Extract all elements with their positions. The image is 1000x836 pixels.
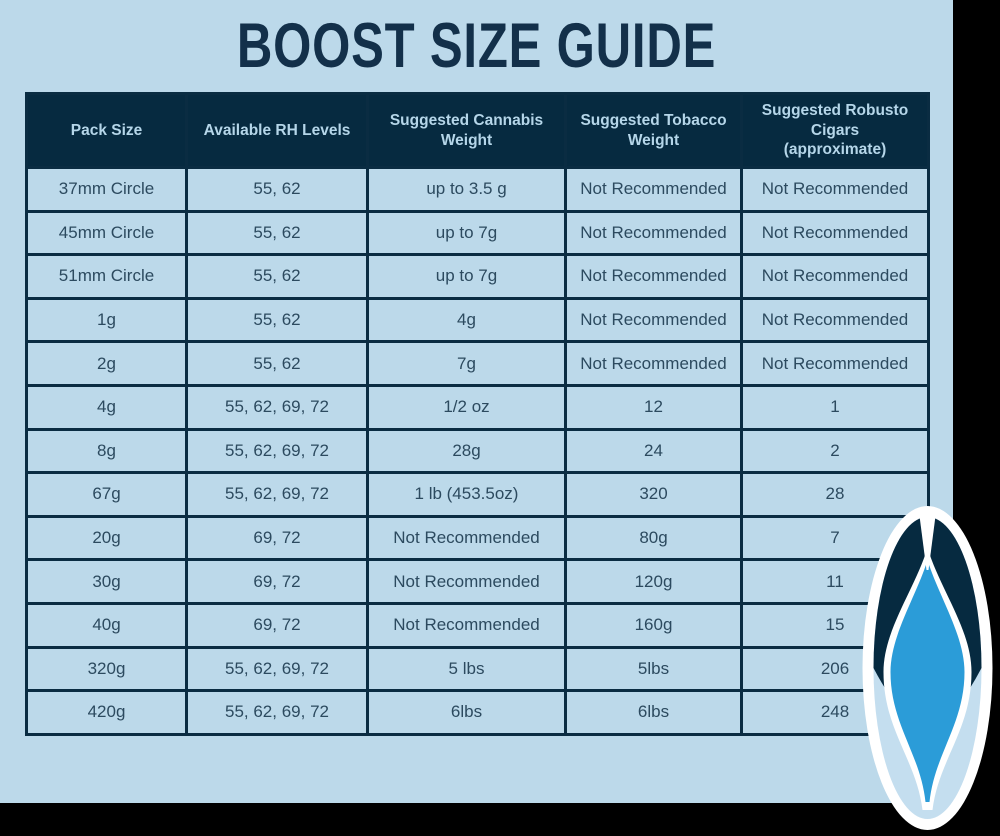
- table-cell: 20g: [25, 514, 188, 562]
- table-cell: 55, 62: [185, 166, 369, 213]
- table-cell: 4g: [25, 383, 188, 431]
- table-cell: Not Recommended: [740, 166, 930, 213]
- table-cell: 55, 62, 69, 72: [185, 689, 369, 736]
- table-cell: Not Recommended: [366, 514, 567, 562]
- table-cell: 40g: [25, 601, 188, 649]
- table-row: 20g 69, 72 Not Recommended 80g 7: [25, 514, 930, 562]
- table-cell: 67g: [25, 471, 188, 518]
- table-cell: up to 7g: [366, 253, 567, 300]
- table-cell: 55, 62: [185, 253, 369, 300]
- table-cell: Not Recommended: [366, 601, 567, 649]
- table-cell: 55, 62: [185, 296, 369, 344]
- table-cell: 320g: [25, 645, 188, 693]
- table-cell: Not Recommended: [740, 296, 930, 344]
- table-cell: 2g: [25, 340, 188, 387]
- table-cell: 30g: [25, 558, 188, 605]
- table-row: 30g 69, 72 Not Recommended 120g 11: [25, 558, 930, 605]
- table-body: 37mm Circle 55, 62 up to 3.5 g Not Recommen…: [25, 166, 930, 736]
- table-cell: Not Recommended: [564, 209, 743, 257]
- size-guide-table: Pack Size Available RH Levels Suggested Ca…: [25, 92, 930, 736]
- table-cell: up to 3.5 g: [366, 166, 567, 213]
- table-cell: 55, 62, 69, 72: [185, 383, 369, 431]
- table-cell: 6lbs: [564, 689, 743, 736]
- table-row: 51mm Circle 55, 62 up to 7g Not Recommended…: [25, 253, 930, 300]
- table-row: 4g 55, 62, 69, 72 1/2 oz 12 1: [25, 383, 930, 431]
- boost-flame-logo: [862, 506, 993, 830]
- table-cell: 55, 62, 69, 72: [185, 427, 369, 475]
- table-cell: 120g: [564, 558, 743, 605]
- table-cell: 1g: [25, 296, 188, 344]
- table-row: 45mm Circle 55, 62 up to 7g Not Recommended…: [25, 209, 930, 257]
- table-cell: 1/2 oz: [366, 383, 567, 431]
- table-cell: 160g: [564, 601, 743, 649]
- table-row: 37mm Circle 55, 62 up to 3.5 g Not Recommen…: [25, 166, 930, 213]
- table-cell: Not Recommended: [740, 209, 930, 257]
- table-cell: Not Recommended: [740, 253, 930, 300]
- table-row: 40g 69, 72 Not Recommended 160g 15: [25, 601, 930, 649]
- table-cell: 8g: [25, 427, 188, 475]
- column-header: Suggested Cannabis Weight: [366, 92, 567, 169]
- table-cell: Not Recommended: [366, 558, 567, 605]
- column-header: Suggested Robusto Cigars (approximate): [740, 92, 930, 169]
- table-cell: 55, 62, 69, 72: [185, 471, 369, 518]
- table-cell: 4g: [366, 296, 567, 344]
- column-header: Suggested Tobacco Weight: [564, 92, 743, 169]
- table-cell: 37mm Circle: [25, 166, 188, 213]
- page-title: BOOST SIZE GUIDE: [236, 11, 717, 81]
- table-row: 420g 55, 62, 69, 72 6lbs 6lbs 248: [25, 689, 930, 736]
- table-row: 1g 55, 62 4g Not Recommended Not Recommended: [25, 296, 930, 344]
- table-row: 67g 55, 62, 69, 72 1 lb (453.5oz) 320 28: [25, 471, 930, 518]
- table-row: 8g 55, 62, 69, 72 28g 24 2: [25, 427, 930, 475]
- table-cell: 320: [564, 471, 743, 518]
- table-cell: Not Recommended: [564, 296, 743, 344]
- table-cell: 5 lbs: [366, 645, 567, 693]
- table-cell: 24: [564, 427, 743, 475]
- table-cell: 7g: [366, 340, 567, 387]
- table-cell: 1 lb (453.5oz): [366, 471, 567, 518]
- table-cell: Not Recommended: [564, 340, 743, 387]
- table-cell: 1: [740, 383, 930, 431]
- logo-stem-icon: [919, 516, 936, 570]
- table-row: 2g 55, 62 7g Not Recommended Not Recommended: [25, 340, 930, 387]
- table-cell: 55, 62: [185, 209, 369, 257]
- table-cell: 2: [740, 427, 930, 475]
- table-cell: 69, 72: [185, 514, 369, 562]
- table-cell: 69, 72: [185, 601, 369, 649]
- table-cell: 55, 62, 69, 72: [185, 645, 369, 693]
- column-header: Pack Size: [25, 92, 188, 169]
- table-cell: 45mm Circle: [25, 209, 188, 257]
- table-cell: 12: [564, 383, 743, 431]
- table-cell: 420g: [25, 689, 188, 736]
- table-cell: 55, 62: [185, 340, 369, 387]
- table-cell: 5lbs: [564, 645, 743, 693]
- table-cell: Not Recommended: [564, 166, 743, 213]
- table-cell: 69, 72: [185, 558, 369, 605]
- table-cell: 80g: [564, 514, 743, 562]
- table-cell: Not Recommended: [740, 340, 930, 387]
- header-row: Pack Size Available RH Levels Suggested Ca…: [25, 92, 930, 169]
- table-cell: up to 7g: [366, 209, 567, 257]
- table-cell: 51mm Circle: [25, 253, 188, 300]
- column-header: Available RH Levels: [185, 92, 369, 169]
- logo-flame-icon: [890, 560, 965, 802]
- table-cell: Not Recommended: [564, 253, 743, 300]
- table-cell: 28: [740, 471, 930, 518]
- table-row: 320g 55, 62, 69, 72 5 lbs 5lbs 206: [25, 645, 930, 693]
- table-cell: 28g: [366, 427, 567, 475]
- table-cell: 6lbs: [366, 689, 567, 736]
